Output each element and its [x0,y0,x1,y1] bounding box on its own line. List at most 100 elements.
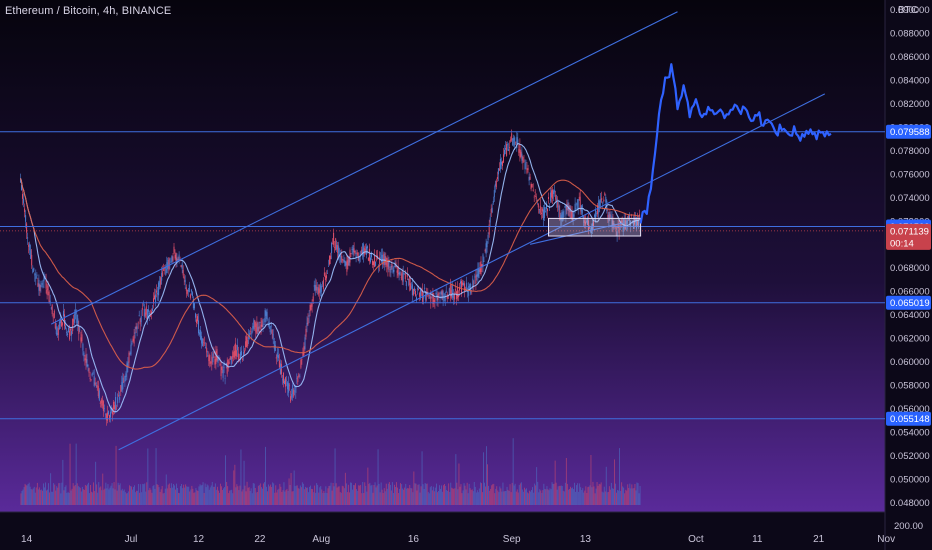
volume-bar [204,483,206,505]
candle-body [320,286,322,292]
candle-body [520,151,522,157]
candle-body [221,367,223,370]
candle-body [203,342,205,343]
candle-body [40,285,42,287]
candle-body [474,276,476,278]
volume-bar [609,489,611,505]
candle-body [561,212,563,222]
volume-bar [333,486,335,505]
candle-body [372,260,373,265]
candle-body [570,210,572,219]
candle-body [390,266,392,273]
volume-bar [381,489,383,505]
candle-body [444,293,446,302]
price-tick-label: 0.064000 [890,310,930,321]
volume-bar [548,490,550,505]
candle-body [572,212,574,221]
volume-bar [288,478,290,505]
candle-body [41,282,43,286]
volume-bar [597,485,599,505]
candle-body [489,217,491,223]
candle-body [334,247,336,248]
candle-body [488,224,490,235]
candle-body [415,291,416,296]
candle-body [353,248,355,253]
candle-body [560,214,562,220]
volume-bar [599,484,601,505]
candle-body [116,407,118,409]
volume-bar [471,489,473,505]
volume-bar [417,484,419,505]
volume-bar [149,487,151,505]
candle-body [156,290,158,293]
candle-body [450,290,452,298]
candle-body [243,352,245,355]
volume-bar [453,488,455,505]
volume-bar [545,489,547,505]
volume-bar [403,489,405,505]
price-tick-label: 0.086000 [890,52,930,63]
volume-bar [406,488,408,505]
candle-body [182,269,184,276]
symbol-title[interactable]: Ethereum / Bitcoin, 4h, BINANCE [5,5,172,17]
candle-body [185,287,187,291]
candle-body [381,254,383,263]
volume-bar [221,486,222,505]
candle-body [584,221,586,225]
candle-body [583,220,585,223]
volume-bar [224,487,225,505]
candle-body [69,330,71,340]
candle-body [99,402,101,404]
volume-bar [602,492,604,505]
volume-bar [634,484,636,505]
volume-bar [590,455,592,505]
time-axis: 14 Jul 12 22 Aug 16 Sep 13 Oct 11 21 Nov [21,534,895,545]
volume-bar [199,484,201,505]
volume-bar [191,485,193,505]
volume-bar [376,485,378,505]
candle-body [245,341,247,348]
volume-bar [109,487,111,505]
volume-bar [625,489,627,505]
price-line-series [639,63,832,224]
candle-body [404,273,406,279]
volume-bar [507,489,509,505]
volume-bar [340,492,342,505]
volume-bar [409,485,411,505]
volume-bar [269,486,271,505]
candle-body [607,214,609,218]
volume-bar [174,485,175,505]
volume-bar [246,481,248,505]
volume-bar [95,461,97,505]
candle-body [258,326,260,332]
candle-body [391,263,393,268]
volume-bar [89,493,90,505]
candle-body [556,198,558,201]
candle-body [547,208,548,212]
candle-body [622,223,624,232]
volume-bar [48,483,49,505]
volume-bar [257,485,259,505]
volume-bar [72,483,74,505]
candle-body [175,252,177,262]
volume-bar [268,484,269,505]
volume-bar [42,490,43,505]
volume-bar [74,485,76,505]
candle-body [187,290,189,292]
volume-bar [460,484,462,505]
volume-bar [466,482,468,505]
candle-body [223,367,225,368]
volume-bar [378,483,380,505]
volume-bar [62,459,64,505]
candle-body [494,183,496,186]
candle-body [213,352,215,354]
candle-body [462,282,464,285]
volume-bar [514,483,516,505]
candle-body [145,306,147,315]
volume-bar [190,489,192,505]
candle-body [532,189,534,191]
volume-bar [630,488,632,505]
candle-body [146,309,148,319]
volume-bar [441,485,442,505]
